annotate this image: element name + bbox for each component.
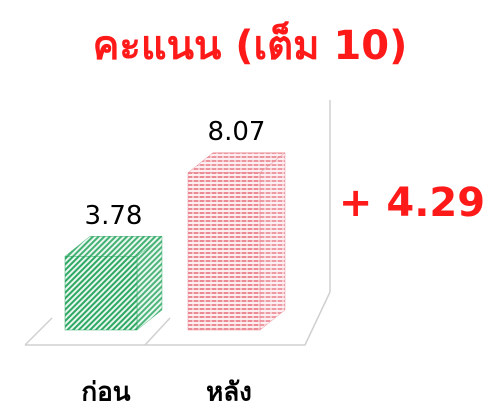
floor [24,100,331,346]
bar-front [64,256,138,331]
bar [64,235,163,331]
x-tick-label: ก่อน [81,378,130,408]
chart-title: คะแนน (เต็ม 10) [93,20,408,69]
value-label: 8.07 [208,117,266,147]
bar-front [187,172,261,331]
bar-side [259,152,286,331]
bar [187,152,286,331]
annotation: + 4.29 [339,180,485,226]
value-label: 3.78 [85,201,143,231]
x-tick-label: หลัง [206,378,252,408]
